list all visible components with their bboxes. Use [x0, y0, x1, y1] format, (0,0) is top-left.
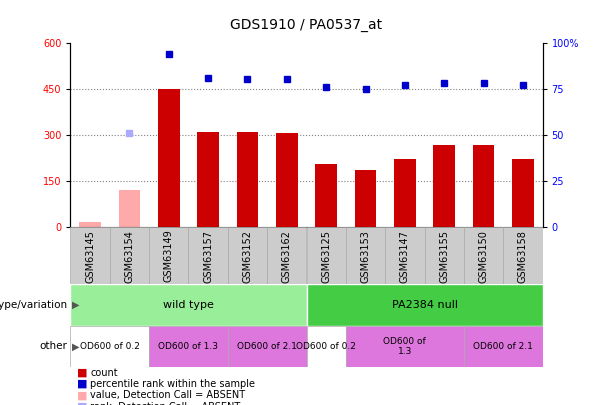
- Text: other: other: [40, 341, 67, 351]
- Text: GSM63158: GSM63158: [518, 230, 528, 283]
- Text: OD600 of 2.1: OD600 of 2.1: [473, 342, 533, 351]
- Text: OD600 of 2.1: OD600 of 2.1: [237, 342, 297, 351]
- Text: GSM63157: GSM63157: [203, 230, 213, 283]
- Bar: [394, 159, 416, 227]
- Bar: [306, 284, 543, 326]
- Text: OD600 of
1.3: OD600 of 1.3: [384, 337, 426, 356]
- Bar: [110, 227, 149, 284]
- Text: genotype/variation: genotype/variation: [0, 300, 67, 310]
- Text: rank, Detection Call = ABSENT: rank, Detection Call = ABSENT: [90, 402, 240, 405]
- Text: percentile rank within the sample: percentile rank within the sample: [90, 379, 255, 389]
- Bar: [355, 170, 376, 227]
- Bar: [70, 227, 110, 284]
- Text: ■: ■: [77, 390, 87, 400]
- Bar: [149, 326, 228, 367]
- Text: OD600 of 0.2: OD600 of 0.2: [296, 342, 356, 351]
- Text: GSM63125: GSM63125: [321, 230, 331, 283]
- Text: ■: ■: [77, 402, 87, 405]
- Text: PA2384 null: PA2384 null: [392, 300, 457, 310]
- Bar: [197, 132, 219, 227]
- Bar: [158, 89, 180, 227]
- Bar: [503, 227, 543, 284]
- Bar: [424, 227, 464, 284]
- Bar: [473, 145, 494, 227]
- Text: GDS1910 / PA0537_at: GDS1910 / PA0537_at: [230, 18, 383, 32]
- Bar: [70, 284, 306, 326]
- Bar: [228, 326, 306, 367]
- Text: OD600 of 1.3: OD600 of 1.3: [159, 342, 218, 351]
- Text: GSM63152: GSM63152: [243, 230, 253, 283]
- Text: count: count: [90, 368, 118, 377]
- Bar: [79, 222, 101, 227]
- Text: ■: ■: [77, 379, 87, 389]
- Bar: [385, 227, 424, 284]
- Bar: [346, 227, 385, 284]
- Bar: [70, 326, 149, 367]
- Bar: [306, 326, 346, 367]
- Text: wild type: wild type: [163, 300, 214, 310]
- Text: OD600 of 0.2: OD600 of 0.2: [80, 342, 140, 351]
- Bar: [464, 227, 503, 284]
- Bar: [267, 227, 306, 284]
- Text: GSM63149: GSM63149: [164, 230, 174, 282]
- Text: GSM63162: GSM63162: [282, 230, 292, 283]
- Text: value, Detection Call = ABSENT: value, Detection Call = ABSENT: [90, 390, 245, 400]
- Bar: [306, 227, 346, 284]
- Bar: [464, 326, 543, 367]
- Bar: [433, 145, 455, 227]
- Bar: [276, 133, 298, 227]
- Text: GSM63153: GSM63153: [360, 230, 370, 283]
- Text: GSM63155: GSM63155: [439, 230, 449, 283]
- Bar: [228, 227, 267, 284]
- Bar: [512, 159, 534, 227]
- Text: GSM63150: GSM63150: [479, 230, 489, 283]
- Bar: [315, 164, 337, 227]
- Text: ■: ■: [77, 368, 87, 377]
- Bar: [346, 326, 464, 367]
- Text: ▶: ▶: [72, 300, 79, 310]
- Bar: [149, 227, 189, 284]
- Bar: [119, 190, 140, 227]
- Bar: [237, 132, 258, 227]
- Text: GSM63147: GSM63147: [400, 230, 410, 283]
- Bar: [189, 227, 228, 284]
- Text: ▶: ▶: [72, 341, 79, 351]
- Text: GSM63145: GSM63145: [85, 230, 95, 283]
- Text: GSM63154: GSM63154: [124, 230, 134, 283]
